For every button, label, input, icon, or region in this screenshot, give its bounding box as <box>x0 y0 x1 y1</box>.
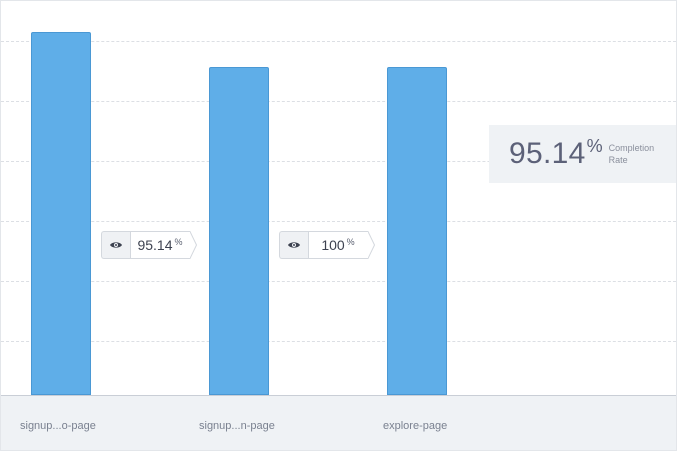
bar-signup-o-page[interactable] <box>31 32 91 395</box>
completion-rate-label: Completion Rate <box>608 143 655 165</box>
conversion-rate-value: 100 <box>321 237 345 253</box>
gridline <box>1 281 676 282</box>
gridline <box>1 221 676 222</box>
conversion-rate-value: 95.14 <box>137 237 173 253</box>
badge-arrow <box>189 231 197 259</box>
conversion-rate: 100% <box>308 231 367 259</box>
x-tick-label: explore-page <box>383 420 448 432</box>
eye-icon <box>279 231 308 259</box>
x-tick-label: signup...n-page <box>199 420 275 432</box>
x-axis: signup...o-page signup...n-page explore-… <box>1 395 676 450</box>
conversion-rate: 95.14% <box>130 231 189 259</box>
conversion-badge[interactable]: 95.14% <box>101 231 197 259</box>
completion-rate-value: 95.14 <box>509 137 586 170</box>
completion-summary: 95.14% Completion Rate <box>489 125 676 183</box>
gridline <box>1 161 676 162</box>
x-tick-label: signup...o-page <box>20 420 96 432</box>
gridline <box>1 341 676 342</box>
bar-explore-page[interactable] <box>387 67 447 395</box>
gridline <box>1 41 676 42</box>
eye-icon <box>101 231 130 259</box>
conversion-rate-unit: % <box>346 237 355 247</box>
conversion-rate-unit: % <box>174 237 183 247</box>
bar-signup-n-page[interactable] <box>209 67 269 395</box>
gridline <box>1 101 676 102</box>
completion-rate-unit: % <box>586 135 603 156</box>
plot-area: 95.14% 100% 95.14% Complet <box>1 1 676 395</box>
conversion-badge[interactable]: 100% <box>279 231 375 259</box>
badge-arrow <box>367 231 375 259</box>
